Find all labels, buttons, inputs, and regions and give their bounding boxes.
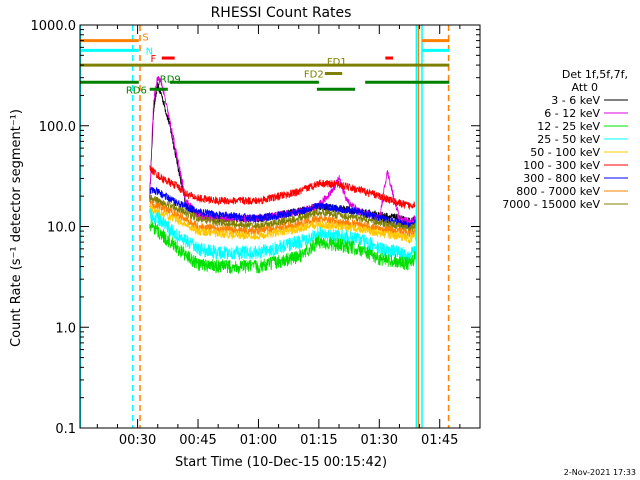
x-axis: 00:30 00:45 01:00 01:15 01:30 01:45 [96, 25, 461, 448]
chart-title: RHESSI Count Rates [211, 5, 352, 21]
trace-7000-15000-kev [149, 194, 416, 233]
footer-date: 2-Nov-2021 17:33 [564, 468, 636, 477]
x-tick-label: 01:45 [421, 433, 458, 448]
legend-label-50-100-kev: 50 - 100 keV [530, 146, 600, 159]
trace-300-800-kev [149, 186, 416, 230]
legend-label-100-300-kev: 100 - 300 keV [523, 159, 600, 172]
legend-label-7000-15000-kev: 7000 - 15000 keV [502, 198, 600, 211]
flag-label-fd1: FD1 [327, 57, 347, 68]
legend-label-300-800-kev: 300 - 800 keV [523, 172, 600, 185]
legend-label-12-25-kev: 12 - 25 keV [537, 120, 600, 133]
legend-label-25-50-kev: 25 - 50 keV [537, 133, 600, 146]
trace-6-12-kev [149, 76, 416, 226]
x-tick-label: 00:30 [119, 433, 156, 448]
y-tick-label: 1.0 [55, 321, 76, 336]
legend-header: Det 1f,5f,7f, [562, 68, 628, 81]
y-tick-label: 10.0 [47, 221, 76, 236]
legend-header: Att 0 [572, 81, 598, 94]
trace-25-50-kev [149, 208, 416, 263]
flag-label-f: F [150, 54, 156, 65]
data-traces [149, 76, 416, 275]
flag-label-s: S [142, 33, 148, 44]
x-tick-label: 01:30 [361, 433, 398, 448]
y-tick-label: 1000.0 [31, 19, 77, 34]
trace-12-25-kev [149, 220, 416, 275]
x-tick-label: 01:00 [240, 433, 277, 448]
flag-label-fd2: FD2 [304, 70, 324, 81]
trace-100-300-kev [149, 165, 416, 210]
legend-label-3-6-kev: 3 - 6 keV [551, 94, 600, 107]
flag-label-n: N [146, 46, 153, 57]
y-axis-label: Count Rate (s⁻¹ detector segment⁻¹) [9, 109, 24, 347]
legend-label-800-7000-kev: 800 - 7000 keV [516, 185, 600, 198]
vertical-markers [79, 25, 450, 428]
y-tick-label: 100.0 [39, 120, 76, 135]
legend-label-6-12-kev: 6 - 12 keV [544, 107, 600, 120]
flag-label-rd9: RD9 [160, 74, 181, 85]
x-tick-label: 01:15 [300, 433, 337, 448]
y-tick-label: 0.1 [55, 422, 76, 437]
flag-label-rd6: RD6 [126, 85, 147, 96]
x-axis-label: Start Time (10-Dec-15 00:15:42) [175, 455, 387, 470]
y-axis: 1000.0 100.0 10.0 1.0 0.1 [31, 19, 480, 437]
x-tick-label: 00:45 [179, 433, 216, 448]
trace-50-100-kev [149, 205, 416, 244]
